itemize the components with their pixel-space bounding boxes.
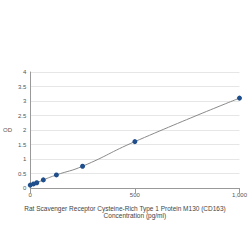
svg-text:1: 1 bbox=[23, 156, 27, 162]
svg-text:1.5: 1.5 bbox=[18, 142, 27, 148]
svg-text:OD: OD bbox=[3, 127, 13, 133]
svg-text:2: 2 bbox=[23, 127, 27, 133]
svg-text:0: 0 bbox=[29, 192, 33, 198]
svg-text:0.5: 0.5 bbox=[18, 171, 27, 177]
svg-text:3: 3 bbox=[23, 98, 27, 104]
svg-text:Concentration (pg/ml): Concentration (pg/ml) bbox=[104, 212, 167, 220]
svg-text:1,000: 1,000 bbox=[232, 192, 248, 198]
svg-text:2.5: 2.5 bbox=[18, 113, 27, 119]
svg-text:Rat Scavenger Receptor Cystein: Rat Scavenger Receptor Cysteine-Rich Typ… bbox=[24, 205, 225, 213]
svg-text:500: 500 bbox=[130, 192, 141, 198]
svg-text:3.5: 3.5 bbox=[18, 84, 27, 90]
svg-text:4: 4 bbox=[23, 69, 27, 75]
svg-text:0: 0 bbox=[23, 185, 27, 191]
